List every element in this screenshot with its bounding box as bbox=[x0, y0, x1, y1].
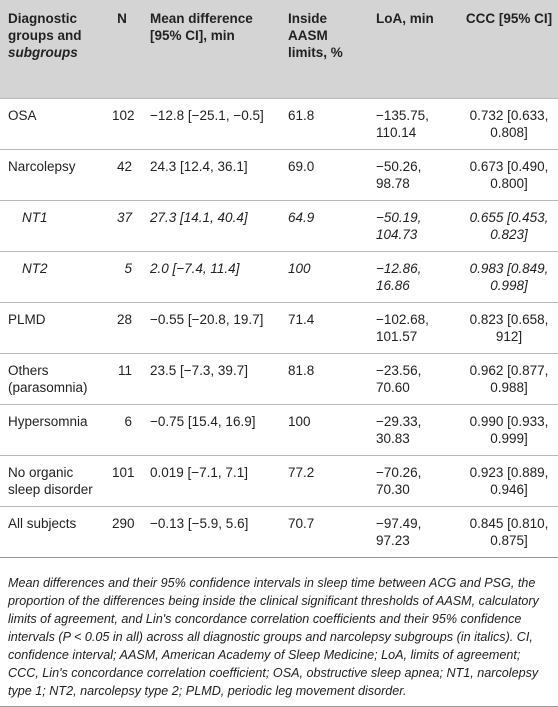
table-cell: 2.0 [−7.4, 11.4] bbox=[142, 251, 280, 303]
table-row: OSA 102 −12.8 [−25.1, −0.5] 61.8 −135.75, 11… bbox=[0, 98, 558, 150]
table-cell: −70.26, 70.30 bbox=[368, 455, 456, 507]
table-row: NT1 37 27.3 [14.1, 40.4] 64.9 −50.19, 104.73… bbox=[0, 200, 558, 252]
table-cell: 27.3 [14.1, 40.4] bbox=[142, 200, 280, 252]
table-cell: 61.8 bbox=[280, 98, 368, 150]
header-text: Diagnostic groups and bbox=[8, 11, 82, 43]
header-row: Diagnostic groups and subgroups N Mean d… bbox=[0, 0, 558, 99]
table-row: All subjects 290 −0.13 [−5.9, 5.6] 70.7 −97.… bbox=[0, 506, 558, 557]
table-cell: 0.962 [0.877, 0.988] bbox=[456, 353, 558, 405]
table-cell: −12.86, 16.86 bbox=[368, 251, 456, 303]
table-cell: −23.56, 70.60 bbox=[368, 353, 456, 405]
header-cell: Diagnostic groups and subgroups bbox=[0, 0, 104, 99]
table-cell: 37 bbox=[104, 200, 142, 252]
table-cell: −135.75, 110.14 bbox=[368, 98, 456, 150]
header-cell: N bbox=[104, 0, 142, 99]
table-cell: All subjects bbox=[0, 506, 104, 557]
table-cell: 42 bbox=[104, 149, 142, 201]
table-cell: 6 bbox=[104, 404, 142, 456]
table-cell: −50.26, 98.78 bbox=[368, 149, 456, 201]
table-cell: 100 bbox=[280, 251, 368, 303]
table-row: PLMD 28 −0.55 [−20.8, 19.7] 71.4 −102.68, 10… bbox=[0, 302, 558, 354]
table-cell: 81.8 bbox=[280, 353, 368, 405]
table-cell: 102 bbox=[104, 98, 142, 150]
table-cell: Hypersomnia bbox=[0, 404, 104, 456]
header-text: subgroups bbox=[8, 45, 78, 60]
table-row: Narcolepsy 42 24.3 [12.4, 36.1] 69.0 −50.26,… bbox=[0, 149, 558, 201]
table-cell: −29.33, 30.83 bbox=[368, 404, 456, 456]
table-cell: 290 bbox=[104, 506, 142, 557]
table-cell: −0.75 [15.4, 16.9] bbox=[142, 404, 280, 456]
header-cell: LoA, min bbox=[368, 0, 456, 99]
table-cell: 0.732 [0.633, 0.808] bbox=[456, 98, 558, 150]
table-row: No organic sleep disorder 101 0.019 [−7.1,… bbox=[0, 455, 558, 507]
table-cell: Narcolepsy bbox=[0, 149, 104, 201]
table-cell: OSA bbox=[0, 98, 104, 150]
table-cell: 77.2 bbox=[280, 455, 368, 507]
header-cell: Inside AASM limits, % bbox=[280, 0, 368, 99]
table-row: NT2 5 2.0 [−7.4, 11.4] 100 −12.86, 16.86 0.98… bbox=[0, 251, 558, 303]
table-cell: 0.923 [0.889, 0.946] bbox=[456, 455, 558, 507]
table-cell: 0.655 [0.453, 0.823] bbox=[456, 200, 558, 252]
table-cell: 11 bbox=[104, 353, 142, 405]
table-cell: 0.845 [0.810, 0.875] bbox=[456, 506, 558, 557]
table-cell: PLMD bbox=[0, 302, 104, 354]
table-cell: 28 bbox=[104, 302, 142, 354]
table-cell: 0.990 [0.933, 0.999] bbox=[456, 404, 558, 456]
table-cell: −50.19, 104.73 bbox=[368, 200, 456, 252]
table-cell: 69.0 bbox=[280, 149, 368, 201]
table-cell: 5 bbox=[104, 251, 142, 303]
table-caption: Mean differences and their 95% confidenc… bbox=[0, 557, 558, 707]
table-cell: 70.7 bbox=[280, 506, 368, 557]
table-cell: −0.13 [−5.9, 5.6] bbox=[142, 506, 280, 557]
header-cell: CCC [95% CI] bbox=[456, 0, 558, 99]
table-row: Hypersomnia 6 −0.75 [15.4, 16.9] 100 −29.33,… bbox=[0, 404, 558, 456]
table-cell: −97.49, 97.23 bbox=[368, 506, 456, 557]
data-table: Diagnostic groups and subgroups N Mean d… bbox=[0, 0, 558, 557]
table-cell: 101 bbox=[104, 455, 142, 507]
table-cell: 0.673 [0.490, 0.800] bbox=[456, 149, 558, 201]
header-cell: Mean difference [95% CI], min bbox=[142, 0, 280, 99]
table-cell: 0.019 [−7.1, 7.1] bbox=[142, 455, 280, 507]
table-cell: 0.983 [0.849, 0.998] bbox=[456, 251, 558, 303]
table-cell: 100 bbox=[280, 404, 368, 456]
table-cell: 71.4 bbox=[280, 302, 368, 354]
table-cell: Others (parasomnia) bbox=[0, 353, 104, 405]
table-cell: −12.8 [−25.1, −0.5] bbox=[142, 98, 280, 150]
table-cell: 23.5 [−7.3, 39.7] bbox=[142, 353, 280, 405]
table-cell: −0.55 [−20.8, 19.7] bbox=[142, 302, 280, 354]
table-body: OSA 102 −12.8 [−25.1, −0.5] 61.8 −135.75, 11… bbox=[0, 98, 558, 557]
table-cell: NT1 bbox=[0, 200, 104, 252]
table-cell: 64.9 bbox=[280, 200, 368, 252]
table-cell: 0.823 [0.658, 912] bbox=[456, 302, 558, 354]
table-cell: No organic sleep disorder bbox=[0, 455, 104, 507]
table-cell: −102.68, 101.57 bbox=[368, 302, 456, 354]
table-row: Others (parasomnia) 11 23.5 [−7.3, 39.7] 81… bbox=[0, 353, 558, 405]
table-cell: 24.3 [12.4, 36.1] bbox=[142, 149, 280, 201]
table-cell: NT2 bbox=[0, 251, 104, 303]
